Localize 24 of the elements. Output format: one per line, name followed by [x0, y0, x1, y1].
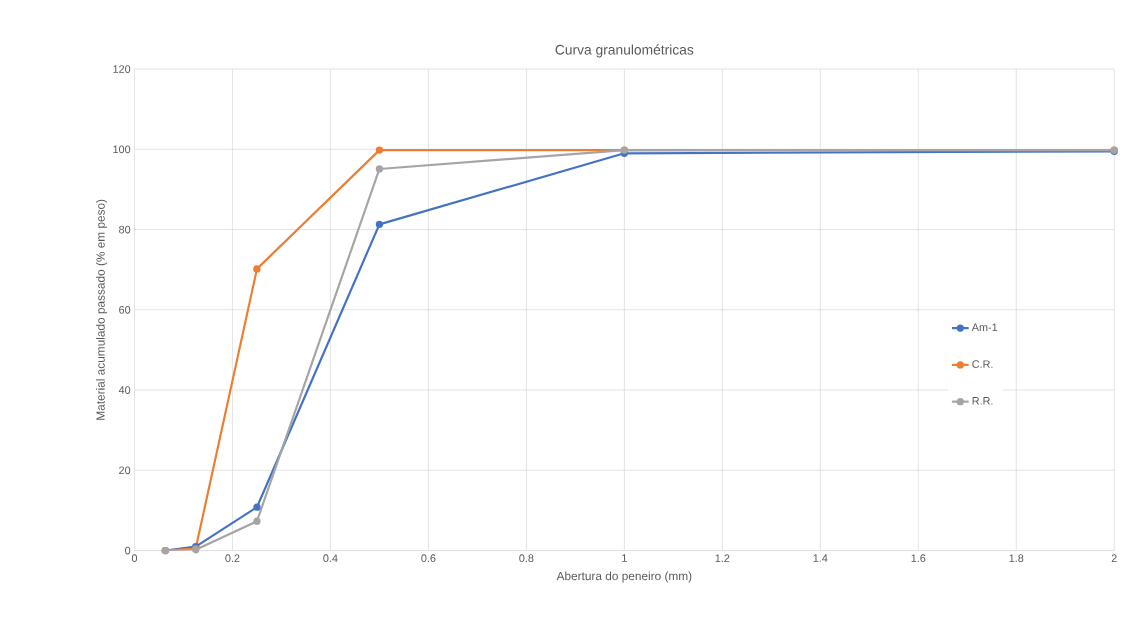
x-tick-label: 0.2 [225, 554, 240, 562]
y-tick-label: 80 [119, 225, 131, 234]
legend-label: Am-1 [971, 323, 998, 331]
y-tick-label: 40 [118, 386, 131, 394]
x-tick-label: 2 [1111, 554, 1117, 562]
x-tick-label: 1.6 [911, 554, 926, 562]
legend-label: C.R. [972, 360, 993, 368]
x-tick-label: 0.4 [323, 554, 338, 562]
y-tick-label: 100 [113, 145, 131, 154]
x-tick-label: 1.2 [715, 554, 730, 562]
y-tick-label: 0 [125, 546, 131, 555]
y-tick-label: 120 [113, 65, 131, 73]
x-tick-label: 0 [131, 554, 138, 562]
y-tick-label: 20 [119, 466, 131, 475]
y-tick-label: 60 [119, 305, 131, 314]
chart-title: Curva granulométricas [555, 44, 694, 58]
x-tick-label: 1.8 [1009, 554, 1024, 562]
y-axis-title: Material acumulado passado (% em peso) [96, 199, 108, 420]
x-tick-label: 0.8 [519, 554, 534, 562]
legend-label: R.R. [972, 396, 993, 405]
x-tick-label: 1 [622, 554, 627, 562]
x-tick-label: 0.6 [421, 554, 436, 562]
x-tick-label: 1.4 [813, 554, 828, 562]
x-axis-title: Abertura do peneiro (mm) [556, 571, 692, 583]
